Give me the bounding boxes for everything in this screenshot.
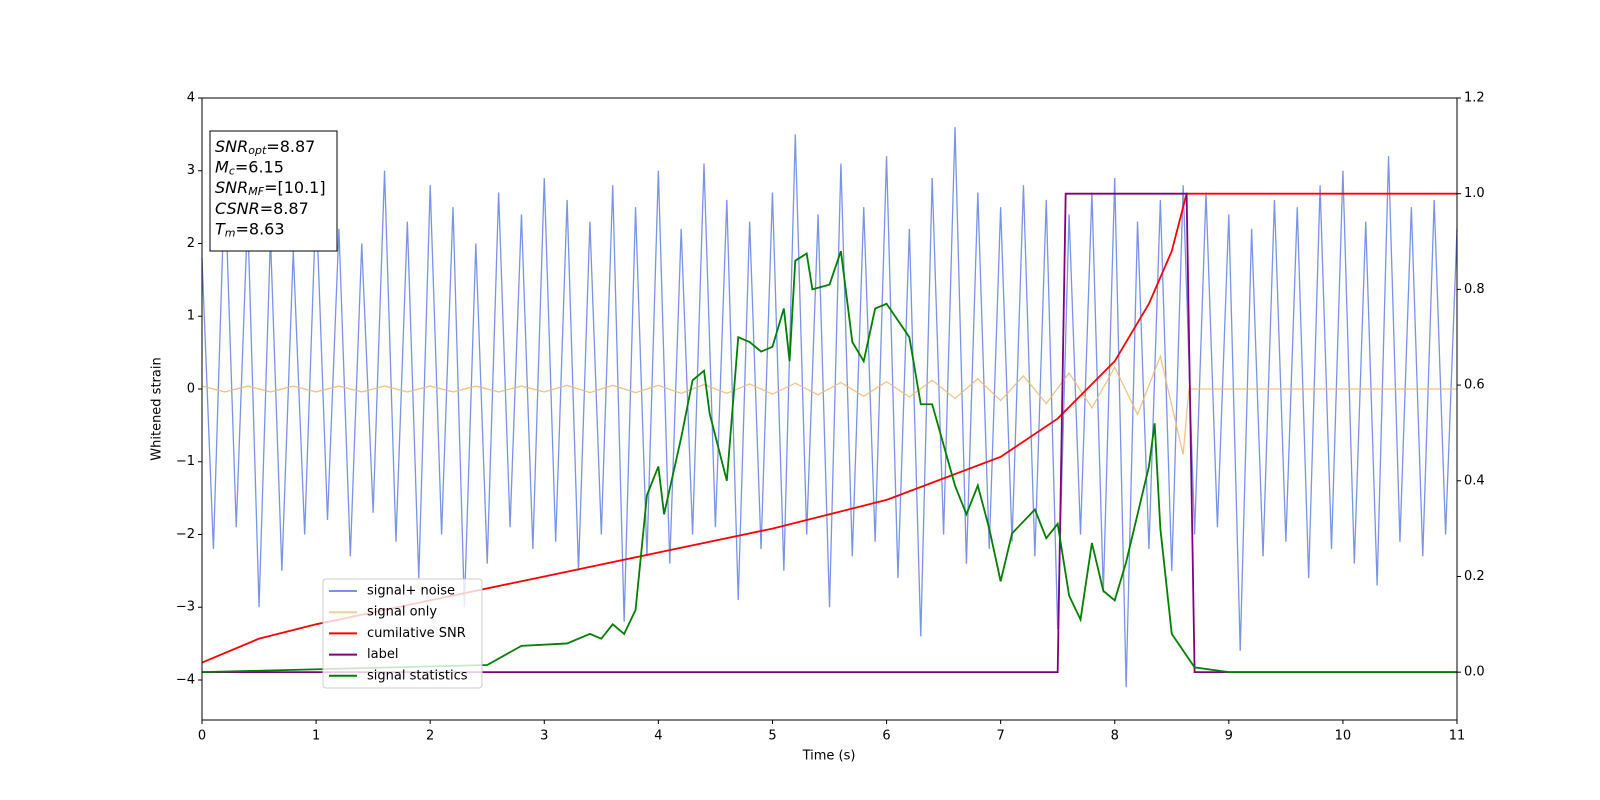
y-tick-label: 0 xyxy=(187,381,195,396)
annotation-part: T xyxy=(215,219,226,238)
y2-tick-label: 0.4 xyxy=(1464,473,1485,488)
y-tick-label: −3 xyxy=(176,600,195,615)
legend-label: cumilative SNR xyxy=(367,626,466,641)
legend-box xyxy=(322,578,483,689)
annotation: CSNR=8.87 xyxy=(215,198,309,217)
x-tick-label: 8 xyxy=(1111,729,1119,744)
axes-frame xyxy=(201,97,1458,721)
x-tick-label: 4 xyxy=(654,729,662,744)
y2-tick-label: 0.6 xyxy=(1464,378,1485,393)
annotation-part: MF xyxy=(248,185,264,198)
series-line xyxy=(201,250,1457,674)
annotation-part: m xyxy=(225,226,236,239)
annotation-part: =8.87 xyxy=(266,137,315,156)
x-axis-label: Time (s) xyxy=(802,749,856,764)
annotation-part: =8.63 xyxy=(236,219,285,238)
y-tick-label: 3 xyxy=(187,163,195,178)
x-tick-label: 10 xyxy=(1335,729,1352,744)
legend-label: label xyxy=(367,647,398,662)
y2-tick-label: 0.8 xyxy=(1464,282,1485,297)
annotation: Mc=6.15 xyxy=(215,157,284,178)
y2-tick-label: 0.0 xyxy=(1464,665,1485,680)
annotation-part: CSNR xyxy=(215,198,260,217)
y-tick-label: −1 xyxy=(176,454,195,469)
annotation: SNRopt=8.87 xyxy=(215,137,315,158)
annotation-part: =[10.1] xyxy=(264,178,326,197)
x-tick-label: 0 xyxy=(198,729,206,744)
x-tick-label: 6 xyxy=(882,729,890,744)
annotation: Tm=8.63 xyxy=(215,219,285,240)
x-tick-label: 1 xyxy=(312,729,320,744)
x-tick-label: 7 xyxy=(996,729,1004,744)
annotation-part: =6.15 xyxy=(235,157,284,176)
legend-label: signal only xyxy=(367,605,437,620)
y-tick-label: 4 xyxy=(187,91,195,106)
y-tick-label: 2 xyxy=(187,236,195,251)
annotation: SNRMF=[10.1] xyxy=(215,178,326,199)
annotation-part: c xyxy=(229,165,235,178)
y-tick-label: −2 xyxy=(176,527,195,542)
x-tick-label: 9 xyxy=(1225,729,1233,744)
series-line xyxy=(201,127,1458,688)
annotation-box xyxy=(209,130,338,252)
y2-tick-label: 1.0 xyxy=(1464,186,1485,201)
x-tick-label: 11 xyxy=(1449,729,1466,744)
x-tick-label: 5 xyxy=(768,729,776,744)
annotation-part: SNR xyxy=(215,178,248,197)
series-line xyxy=(201,354,1457,455)
y-axis-label: Whitened strain xyxy=(150,357,165,460)
x-tick-label: 3 xyxy=(540,729,548,744)
annotation-part: SNR xyxy=(215,137,248,156)
annotation-part: M xyxy=(215,157,229,176)
y-tick-label: 1 xyxy=(187,309,195,324)
legend-label: signal statistics xyxy=(367,668,468,683)
y2-tick-label: 0.2 xyxy=(1464,569,1485,584)
annotation-part: =8.87 xyxy=(260,198,309,217)
annotation-part: opt xyxy=(248,144,267,157)
legend-label: signal+ noise xyxy=(367,584,455,599)
y-tick-label: −4 xyxy=(176,672,195,687)
y2-tick-label: 1.2 xyxy=(1464,91,1485,106)
x-tick-label: 2 xyxy=(426,729,434,744)
